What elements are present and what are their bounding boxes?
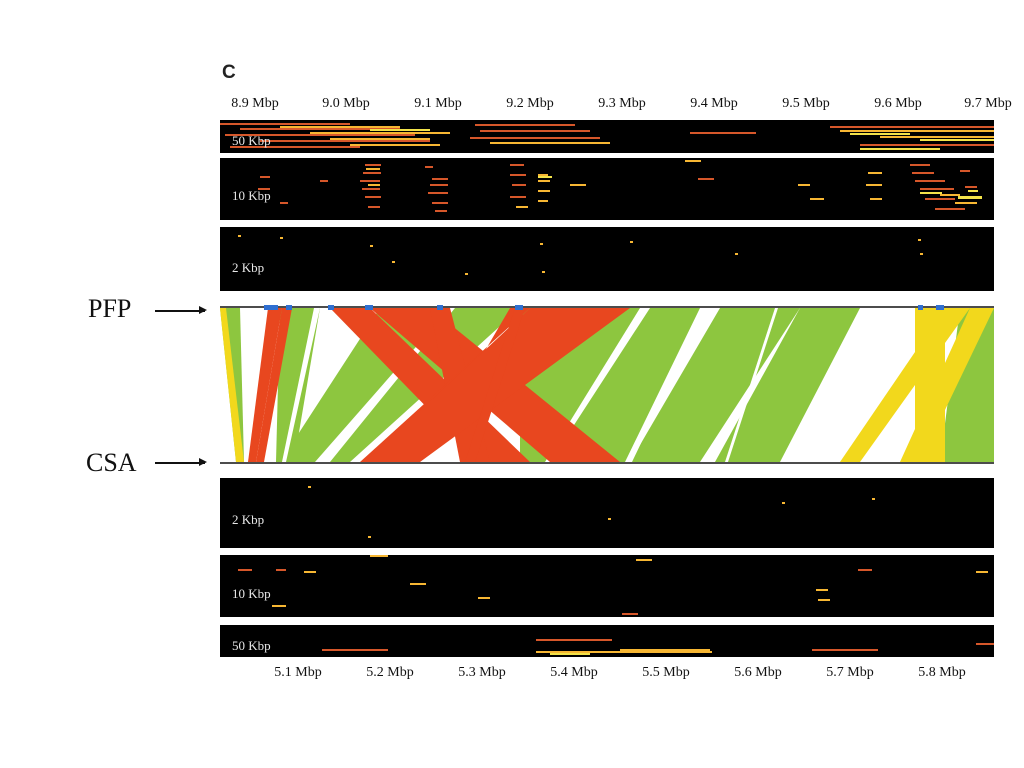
bottom-track-50kbp-hits (322, 639, 994, 655)
synteny-ribbons (220, 305, 994, 464)
gene-markers (264, 305, 944, 310)
top-track-2kbp: 2 Kbp (220, 227, 994, 291)
bottom-axis-tick: 5.1 Mbp (274, 665, 322, 680)
track-scale-label: 10 Kbp (232, 188, 271, 203)
inverted-block (360, 308, 530, 462)
bottom-axis-tick: 5.5 Mbp (642, 665, 690, 680)
bottom-axis-tick: 5.7 Mbp (826, 665, 874, 680)
top-axis-tick: 9.0 Mbp (322, 96, 370, 111)
bottom-axis-tick: 5.4 Mbp (550, 665, 598, 680)
top-axis-tick: 9.4 Mbp (690, 96, 738, 111)
top-axis-tick: 9.7 Mbp (964, 96, 1012, 111)
top-track-50kbp: 50 Kbp (220, 120, 994, 153)
top-track-2kbp-hits (238, 235, 923, 275)
collinear-block (550, 308, 700, 462)
top-track-50kbp-hits (220, 123, 994, 150)
bottom-track-50kbp: 50 Kbp (220, 625, 994, 657)
csa-genome-label: CSA (86, 448, 137, 477)
track-scale-label: 10 Kbp (232, 586, 271, 601)
collinear-block (630, 308, 800, 462)
bottom-axis-tick: 5.8 Mbp (918, 665, 966, 680)
collinear-block (940, 308, 994, 462)
duplicated-block (220, 308, 244, 462)
track-scale-label: 50 Kbp (232, 638, 271, 653)
bottom-track-10kbp: 10 Kbp (220, 555, 994, 617)
top-track-10kbp: 10 Kbp (220, 158, 994, 220)
track-scale-label: 2 Kbp (232, 260, 265, 275)
duplicated-block (840, 308, 970, 462)
bottom-track-10kbp-hits (238, 555, 988, 615)
inverted-block (465, 308, 525, 462)
top-axis-tick: 9.1 Mbp (414, 96, 462, 111)
collinear-block (715, 308, 860, 462)
pfp-arrow (155, 307, 207, 313)
top-axis-tick: 9.3 Mbp (598, 96, 646, 111)
csa-arrow (155, 459, 207, 465)
top-axis-tick: 9.2 Mbp (506, 96, 554, 111)
bottom-track-2kbp: 2 Kbp (220, 478, 994, 548)
bottom-track-2kbp-hits (308, 486, 875, 538)
bottom-axis-tick: 5.6 Mbp (734, 665, 782, 680)
pfp-genome-label: PFP (88, 294, 132, 323)
duplicated-block (900, 308, 994, 462)
inverted-block (248, 308, 282, 462)
bottom-axis-tick: 5.3 Mbp (458, 665, 506, 680)
top-axis-tick: 9.5 Mbp (782, 96, 830, 111)
track-scale-label: 50 Kbp (232, 133, 271, 148)
inverted-block (256, 308, 292, 462)
top-axis-tick: 8.9 Mbp (231, 96, 279, 111)
top-axis-tick: 9.6 Mbp (874, 96, 922, 111)
top-track-10kbp-hits (258, 160, 982, 212)
track-scale-label: 2 Kbp (232, 512, 265, 527)
panel-letter: C (222, 62, 236, 83)
bottom-axis-tick: 5.2 Mbp (366, 665, 414, 680)
